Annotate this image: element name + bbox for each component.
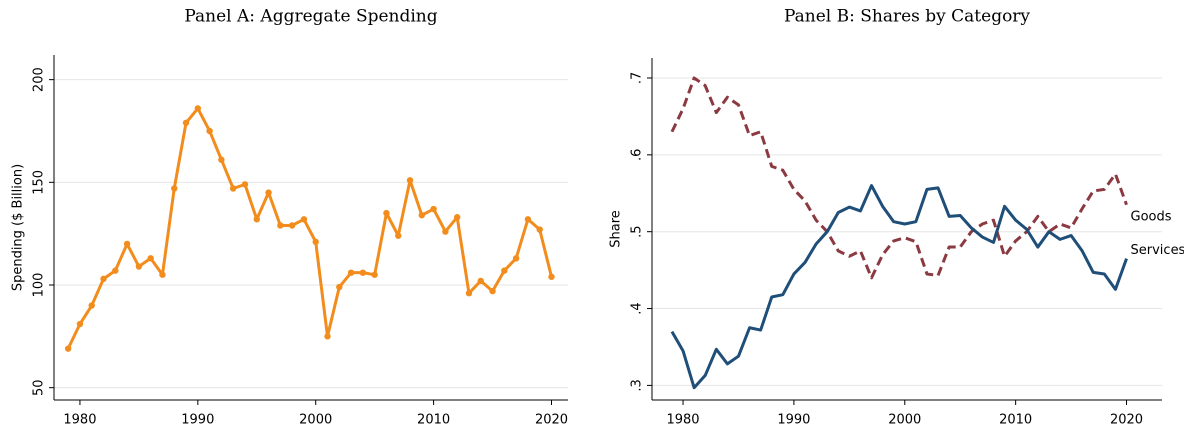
point [123,240,131,248]
point [395,232,402,239]
y-tick-label: 100 [32,273,47,298]
point [277,222,284,229]
point [336,283,343,291]
point [135,263,143,270]
point [383,209,390,217]
point [501,267,508,274]
y-axis-label: Spending ($ Billion) [11,164,26,291]
point [406,177,414,184]
point [88,302,95,309]
y-axis-label: Share [609,210,624,248]
x-tick-label: 1990 [181,413,214,428]
point [100,275,107,283]
point [218,156,225,163]
x-tick-label: 2000 [888,413,921,428]
point [64,345,72,352]
point [182,119,190,126]
point [241,181,249,188]
point [76,320,84,328]
x-tick-label: 1980 [63,413,96,428]
point [524,216,532,223]
point [253,216,260,223]
point [229,185,237,192]
y-tick-label: .4 [630,302,645,314]
point [194,105,202,112]
point [418,211,426,219]
point [536,226,543,233]
y-tick-label: .5 [630,225,645,237]
point [147,255,154,262]
point [112,267,119,274]
x-tick-label: 2010 [417,413,450,428]
point [312,238,319,246]
x-tick-label: 2010 [999,413,1032,428]
point [300,216,308,223]
point [465,290,473,297]
series-line [670,76,1128,280]
point [347,269,355,276]
point [159,271,166,278]
series-line [670,184,1128,390]
point [489,287,496,295]
x-tick-label: 1980 [666,413,699,428]
point [442,228,449,235]
point [324,333,331,340]
x-tick-label: 1990 [777,413,810,428]
point [265,189,272,196]
y-tick-label: .7 [630,72,645,84]
point [371,271,378,278]
point [171,185,178,192]
y-tick-label: 200 [32,67,47,92]
y-tick-label: .6 [630,149,645,161]
panel-title: Panel B: Shares by Category [784,7,1030,27]
point [548,273,555,280]
y-tick-label: .3 [630,379,645,391]
series-label: Goods [1131,209,1172,224]
point [288,222,296,229]
panel-title: Panel A: Aggregate Spending [184,7,437,27]
x-tick-label: 2020 [535,413,568,428]
series-label: Services [1131,243,1184,258]
y-tick-label: 50 [32,379,47,396]
point [430,205,437,213]
point [453,214,461,221]
x-tick-label: 2020 [1110,413,1143,428]
point [512,255,520,262]
x-tick-label: 2000 [299,413,332,428]
point [477,277,484,285]
y-tick-label: 150 [32,170,47,195]
point [206,127,213,135]
point [359,269,367,276]
series-line [66,106,553,350]
